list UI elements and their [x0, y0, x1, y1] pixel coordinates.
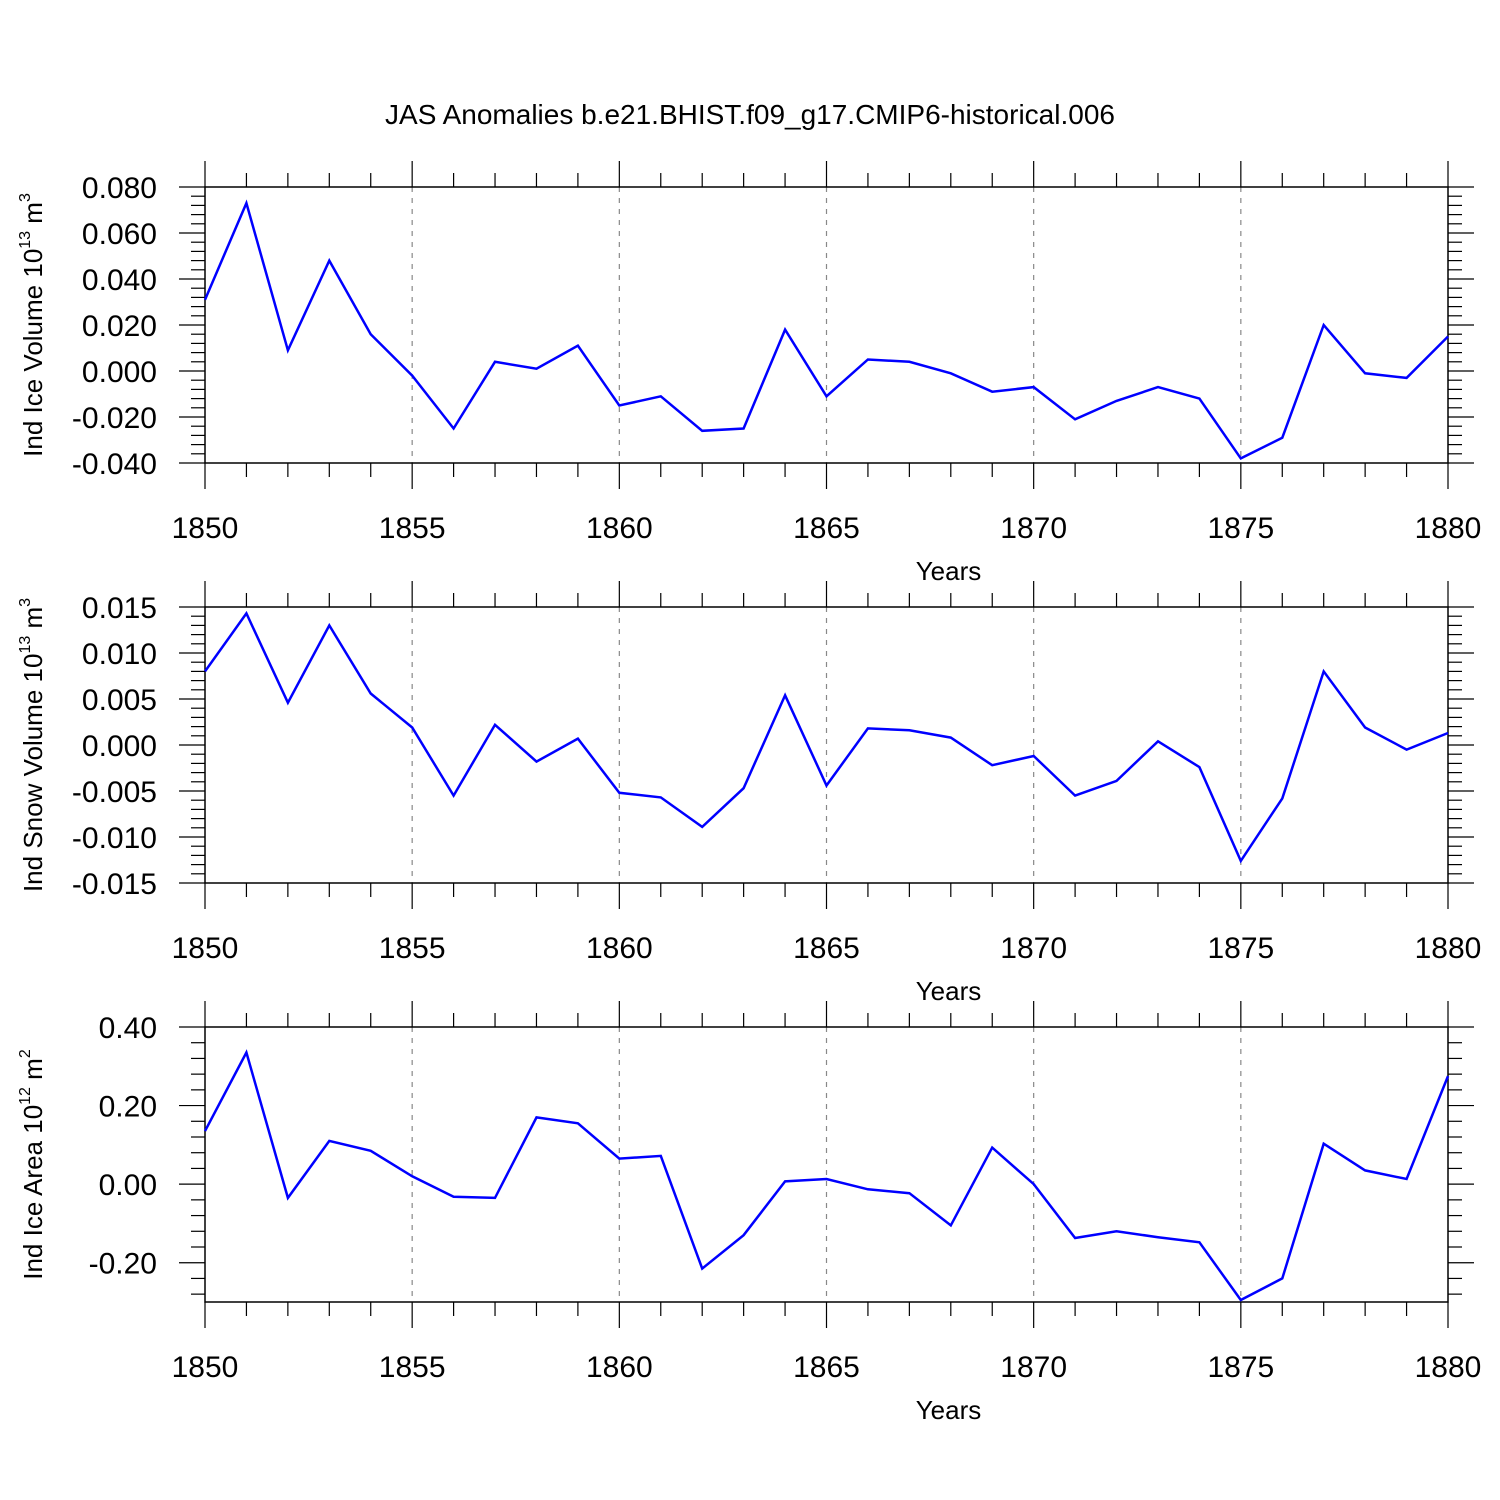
series-line [203, 610, 1449, 864]
y-axis-label: Ind Ice Volume 1013 m3 [17, 193, 48, 457]
series-line [203, 1049, 1450, 1302]
y-tick-label: 0.005 [82, 684, 157, 717]
y-tick-label: 0.20 [99, 1091, 157, 1124]
y-tick-label: 0.060 [82, 218, 157, 251]
y-axis-label: Ind Ice Area 1012 m2 [17, 1049, 48, 1280]
y-tick-label: -0.20 [89, 1248, 157, 1281]
x-tick-label: 1865 [793, 1351, 860, 1384]
y-tick-label: 0.000 [82, 730, 157, 763]
y-tick-label: -0.015 [72, 868, 157, 901]
x-tick-label: 1860 [586, 932, 653, 965]
x-tick-label: 1850 [172, 932, 239, 965]
x-tick-label: 1855 [379, 512, 446, 545]
y-tick-label: -0.005 [72, 776, 157, 809]
chart-title: JAS Anomalies b.e21.BHIST.f09_g17.CMIP6-… [385, 99, 1115, 130]
x-tick-label: 1850 [172, 1351, 239, 1384]
x-tick-label: 1860 [586, 1351, 653, 1384]
y-tick-label: 0.40 [99, 1012, 157, 1045]
x-tick-label: 1850 [172, 512, 239, 545]
x-tick-label: 1865 [793, 932, 860, 965]
x-tick-label: 1855 [379, 932, 446, 965]
x-tick-label: 1880 [1415, 932, 1482, 965]
x-tick-label: 1880 [1415, 1351, 1482, 1384]
x-tick-label: 1875 [1207, 1351, 1274, 1384]
y-tick-label: -0.020 [72, 402, 157, 435]
y-tick-label: -0.010 [72, 822, 157, 855]
x-axis-label: Years [916, 556, 982, 586]
y-tick-label: 0.020 [82, 310, 157, 343]
y-tick-label: 0.00 [99, 1169, 157, 1202]
x-tick-label: 1870 [1000, 512, 1067, 545]
y-tick-label: 0.000 [82, 356, 157, 389]
y-tick-label: 0.080 [82, 172, 157, 205]
panel-2: 1850 1855 1860 1865 1870 1875 1880 -0.015 -0.010… [17, 581, 1481, 1006]
x-axis-label: Years [916, 976, 982, 1006]
panel-3: 1850 1855 1860 1865 1870 1875 1880 -0.20 0.00 0.2… [17, 1001, 1481, 1425]
y-axis-label: Ind Snow Volume 1013 m3 [17, 598, 48, 892]
x-tick-label: 1870 [1000, 1351, 1067, 1384]
x-tick-label: 1875 [1207, 512, 1274, 545]
y-tick-label: -0.040 [72, 448, 157, 481]
y-tick-label: 0.010 [82, 638, 157, 671]
panels: 1850 1855 1860 1865 1870 1875 1880 -0.040 -0.020… [17, 161, 1481, 1425]
x-axis-label: Years [916, 1395, 982, 1425]
x-tick-label: 1855 [379, 1351, 446, 1384]
y-tick-label: 0.040 [82, 264, 157, 297]
x-tick-label: 1860 [586, 512, 653, 545]
y-tick-label: 0.015 [82, 592, 157, 625]
x-tick-label: 1870 [1000, 932, 1067, 965]
x-tick-label: 1875 [1207, 932, 1274, 965]
panel-1: 1850 1855 1860 1865 1870 1875 1880 -0.040 -0.020… [17, 161, 1481, 586]
x-tick-label: 1880 [1415, 512, 1482, 545]
series-line [203, 199, 1449, 461]
x-tick-label: 1865 [793, 512, 860, 545]
